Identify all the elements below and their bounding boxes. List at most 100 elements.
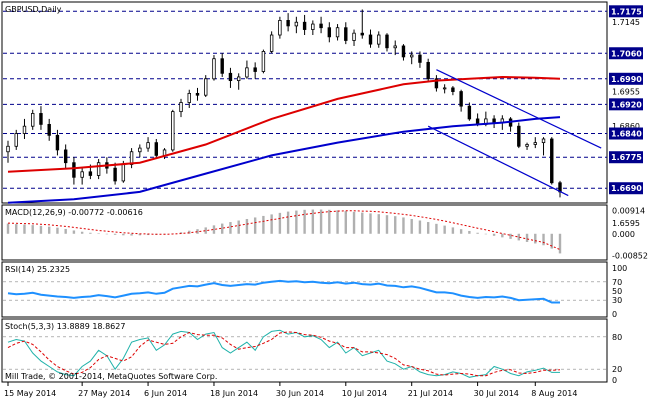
- macd-tick-label: -0.00852: [612, 252, 648, 261]
- candle-bear: [401, 45, 406, 58]
- candle-bull: [187, 92, 191, 103]
- price-tag-label: 1.6690: [611, 184, 642, 193]
- candle-bull: [393, 45, 397, 49]
- candle-bull: [261, 51, 266, 72]
- macd-bar: [237, 220, 240, 234]
- stoch-label: Stoch(5,3,3) 13.8889 18.8627: [5, 322, 125, 331]
- macd-bar: [23, 224, 26, 234]
- copyright-text: Mill Trade, © 2001-2014, MetaQuotes Soft…: [5, 372, 217, 381]
- candle-bear: [220, 58, 224, 74]
- date-tick-label: 21 Jul 2014: [408, 389, 453, 398]
- candle-bear: [302, 21, 307, 30]
- macd-bar: [122, 233, 125, 236]
- macd-bar: [459, 229, 463, 234]
- macd-bar: [212, 225, 216, 234]
- rsi-tick-label: 70: [612, 278, 622, 287]
- candle-bear: [39, 113, 43, 125]
- price-tag-label: 1.6920: [611, 100, 642, 109]
- candle-bull: [162, 149, 167, 156]
- macd-signal-line: [7, 210, 561, 251]
- macd-bar: [558, 233, 562, 254]
- rsi-label: RSI(14) 25.2325: [5, 265, 70, 274]
- candle-bear: [154, 142, 158, 156]
- macd-bar: [484, 233, 488, 235]
- candle-bull: [31, 113, 35, 127]
- macd-bar: [105, 233, 109, 235]
- moving-average-red: [7, 75, 561, 173]
- stoch-signal-line: [7, 331, 561, 377]
- candle-bear: [368, 34, 373, 45]
- macd-bar: [286, 211, 290, 234]
- price-tick-label: 1.6955: [612, 88, 640, 97]
- candle-bull: [129, 151, 134, 165]
- candle-bear: [195, 92, 200, 96]
- price-tag-box: [609, 182, 643, 195]
- date-tick-label: 18 Jun 2014: [210, 389, 258, 398]
- macd-bar: [534, 233, 537, 244]
- price-tag-box: [609, 98, 643, 111]
- candle-bear: [63, 149, 68, 164]
- price-tick-label: 1.6860: [612, 122, 640, 131]
- macd-bar: [72, 230, 76, 234]
- candle-bear: [385, 34, 389, 49]
- macd-bar: [303, 209, 306, 234]
- macd-bar: [245, 218, 249, 234]
- candle-bull: [311, 23, 315, 30]
- chart-title: GBPUSD,Daily: [5, 5, 62, 14]
- rsi-panel-frame: [1, 261, 608, 318]
- macd-bar: [6, 223, 10, 234]
- stoch-tick-label: 80: [612, 333, 622, 342]
- candle-bull: [410, 54, 414, 58]
- macd-bar: [97, 233, 100, 235]
- date-tick-label: 27 May 2014: [78, 389, 130, 398]
- price-tag-box: [609, 151, 643, 164]
- candle-bull: [121, 164, 126, 182]
- candle-bear: [47, 123, 51, 136]
- macd-bar: [64, 228, 67, 234]
- date-axis: 15 May 2014 27 May 2014 6 Jun 2014 18 Jun 2…: [4, 382, 577, 398]
- macd-histogram: [6, 209, 562, 254]
- macd-bar: [451, 227, 455, 234]
- price-tick-label: 1.6595: [612, 219, 640, 228]
- candle-bull: [278, 20, 282, 36]
- candle-bear: [360, 32, 364, 36]
- macd-bar: [435, 223, 438, 234]
- date-tick-label: 15 May 2014: [4, 389, 56, 398]
- price-tag-box: [609, 5, 643, 18]
- candle-bear: [319, 23, 323, 29]
- macd-bar: [47, 226, 51, 234]
- macd-bar: [517, 233, 521, 241]
- macd-bar: [196, 229, 199, 234]
- candle-bear: [426, 61, 430, 80]
- macd-bar: [253, 217, 257, 234]
- price-axis: 1.7145 1.6955 1.6860 1.6595 1.7175 1.7060 1.69…: [609, 5, 643, 228]
- candle-bull: [171, 111, 175, 151]
- macd-bar: [89, 232, 92, 234]
- macd-bar: [402, 217, 405, 234]
- candle-bear: [467, 105, 472, 120]
- macd-tick-label: 0.00914: [612, 206, 645, 215]
- date-tick-label: 10 Jul 2014: [342, 389, 387, 398]
- price-tag-label: 1.6840: [611, 130, 642, 139]
- price-tag-box: [609, 47, 643, 60]
- candle-bear: [517, 125, 521, 147]
- macd-bar: [509, 233, 512, 239]
- channel-upper-line: [436, 69, 602, 149]
- price-tag-label: 1.6775: [611, 153, 642, 162]
- candle-bull: [14, 133, 18, 147]
- macd-bar: [295, 210, 298, 234]
- macd-bar: [476, 232, 479, 234]
- macd-bar: [550, 233, 553, 249]
- macd-bar: [501, 233, 504, 238]
- price-tag-label: 1.7060: [611, 49, 642, 58]
- macd-tick-label: 0.000: [612, 230, 635, 239]
- macd-panel: 0.00914 0.000 -0.00852 MACD(12,26,9) -0.00…: [1, 204, 648, 261]
- candle-bull: [138, 147, 142, 153]
- macd-bar: [56, 227, 59, 234]
- macd-bar: [188, 230, 191, 234]
- macd-bar: [204, 227, 207, 234]
- candle-bull: [533, 142, 537, 145]
- candle-bear: [344, 27, 348, 41]
